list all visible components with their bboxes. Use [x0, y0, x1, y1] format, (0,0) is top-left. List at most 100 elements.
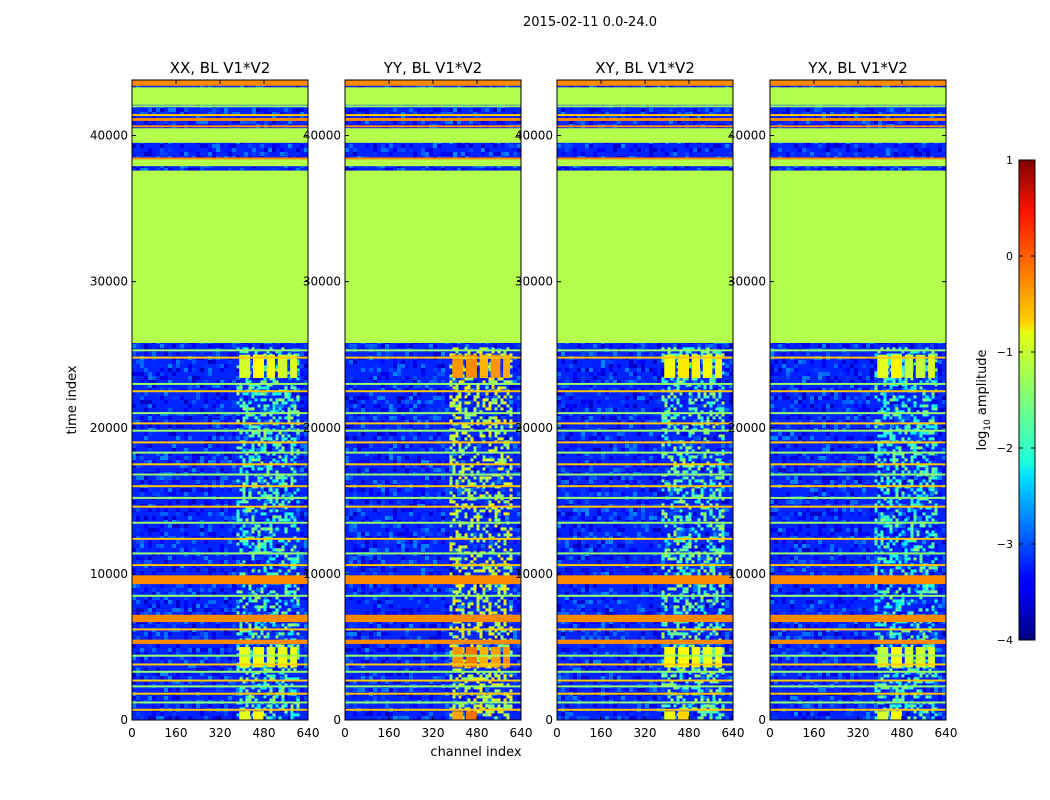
noise-cell: [276, 544, 280, 548]
noise-cell: [256, 556, 260, 560]
noise-cell: [172, 624, 176, 628]
noise-cell: [228, 716, 232, 720]
rfi-speckle: [287, 353, 291, 357]
noise-cell: [288, 688, 292, 692]
noise-cell: [268, 588, 272, 592]
rfi-speckle: [284, 476, 288, 480]
rfi-speckle: [263, 542, 267, 546]
noise-cell: [208, 560, 212, 564]
rfi-speckle: [269, 644, 273, 648]
noise-cell: [268, 448, 272, 452]
rfi-speckle: [254, 524, 258, 528]
rfi-speckle: [269, 539, 273, 543]
noise-cell: [208, 696, 212, 700]
rfi-speckle: [251, 569, 255, 573]
noise-cell: [164, 152, 168, 156]
rfi-speckle: [266, 704, 270, 708]
noise-cell: [228, 540, 232, 544]
rfi-speckle: [251, 515, 255, 519]
rfi-speckle: [245, 509, 249, 513]
rfi-speckle: [275, 419, 279, 423]
rfi-speckle: [236, 365, 240, 369]
high-band: [132, 125, 308, 128]
noise-cell: [136, 712, 140, 716]
rfi-speckle: [242, 500, 246, 504]
rfi-speckle: [248, 668, 252, 672]
rfi-speckle: [269, 431, 273, 435]
noise-cell: [176, 392, 180, 396]
rfi-speckle: [278, 503, 282, 507]
noise-cell: [485, 84, 489, 88]
noise-cell: [208, 416, 212, 420]
rfi-speckle: [245, 347, 249, 351]
noise-cell: [200, 452, 204, 456]
noise-cell: [296, 112, 300, 116]
noise-cell: [296, 372, 300, 376]
rfi-speckle: [242, 347, 246, 351]
noise-cell: [156, 492, 160, 496]
noise-cell: [132, 568, 136, 572]
noise-cell: [509, 144, 513, 148]
noise-cell: [192, 488, 196, 492]
noise-cell: [461, 168, 465, 172]
noise-cell: [152, 108, 156, 112]
rfi-speckle: [260, 587, 264, 591]
noise-cell: [300, 608, 304, 612]
rfi-speckle: [293, 386, 297, 390]
noise-cell: [132, 548, 136, 552]
noise-cell: [445, 144, 449, 148]
noise-cell: [288, 492, 292, 496]
rfi-speckle: [242, 416, 246, 420]
noise-cell: [184, 492, 188, 496]
rfi-speckle: [236, 590, 240, 594]
rfi-speckle: [290, 710, 294, 714]
rfi-speckle: [272, 404, 276, 408]
noise-cell: [292, 644, 296, 648]
noise-cell: [224, 608, 228, 612]
rfi-speckle: [254, 425, 258, 429]
noise-cell: [160, 716, 164, 720]
noise-cell: [188, 672, 192, 676]
noise-cell: [156, 600, 160, 604]
noise-cell: [172, 696, 176, 700]
noise-cell: [200, 168, 204, 172]
noise-cell: [228, 676, 232, 680]
noise-cell: [228, 632, 232, 636]
noise-cell: [208, 488, 212, 492]
noise-cell: [204, 476, 208, 480]
noise-cell: [132, 84, 136, 88]
noise-cell: [284, 344, 288, 348]
noise-cell: [192, 592, 196, 596]
noise-cell: [224, 420, 228, 424]
noise-cell: [300, 408, 304, 412]
high-band: [132, 157, 308, 160]
rfi-speckle: [239, 599, 243, 603]
noise-cell: [248, 392, 252, 396]
noise-cell: [212, 464, 216, 468]
noise-cell: [268, 592, 272, 596]
rfi-speckle: [272, 557, 276, 561]
noise-cell: [152, 696, 156, 700]
noise-cell: [252, 624, 256, 628]
rfi-speckle: [257, 605, 261, 609]
noise-cell: [132, 424, 136, 428]
noise-cell: [365, 108, 369, 112]
rfi-speckle: [236, 419, 240, 423]
noise-cell: [172, 480, 176, 484]
rfi-speckle: [239, 455, 243, 459]
noise-cell: [188, 380, 192, 384]
noise-cell: [216, 144, 220, 148]
noise-cell: [140, 656, 144, 660]
noise-cell: [208, 456, 212, 460]
noise-cell: [148, 112, 152, 116]
rfi-speckle: [263, 602, 267, 606]
noise-cell: [260, 672, 264, 676]
rfi-speckle: [245, 482, 249, 486]
noise-cell: [208, 464, 212, 468]
noise-cell: [152, 120, 156, 124]
noise-cell: [224, 108, 228, 112]
noise-cell: [224, 644, 228, 648]
noise-cell: [196, 548, 200, 552]
noise-cell: [473, 112, 477, 116]
noise-cell: [220, 408, 224, 412]
